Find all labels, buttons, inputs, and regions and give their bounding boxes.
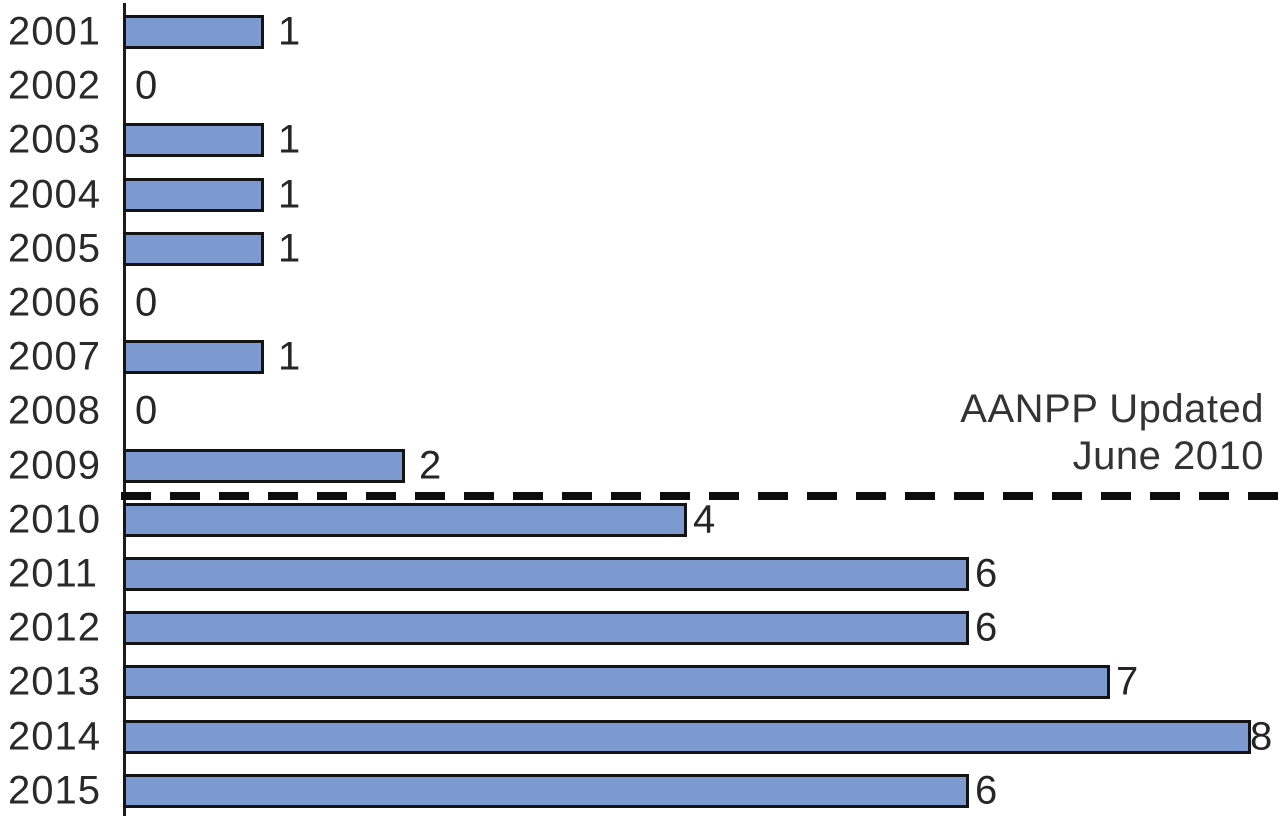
chart-row: 2002 0 <box>0 64 1280 108</box>
chart-row: 2003 1 <box>0 118 1280 162</box>
year-tick-label: 2004 <box>8 172 101 217</box>
aanpp-dashed-reference-line <box>121 492 1280 500</box>
year-tick-label: 2001 <box>8 9 101 54</box>
y-axis-line <box>123 3 126 816</box>
year-tick-label: 2008 <box>8 388 101 433</box>
year-tick-label: 2003 <box>8 117 101 162</box>
bar <box>123 502 687 537</box>
year-tick-label: 2009 <box>8 443 101 488</box>
chart-row: 2006 0 <box>0 281 1280 325</box>
chart-row: 2009 2 <box>0 443 1280 487</box>
chart-row: 2001 1 <box>0 10 1280 54</box>
chart-row: 2014 8 <box>0 714 1280 758</box>
chart-row: 2010 4 <box>0 497 1280 541</box>
year-tick-label: 2014 <box>8 714 101 759</box>
bar <box>123 719 1251 754</box>
chart-row: 2005 1 <box>0 226 1280 270</box>
value-label: 8 <box>1250 714 1273 759</box>
bar <box>123 665 1110 700</box>
year-tick-label: 2007 <box>8 334 101 379</box>
year-tick-label: 2002 <box>8 63 101 108</box>
value-label: 0 <box>135 63 158 108</box>
year-tick-label: 2015 <box>8 768 101 813</box>
value-label: 6 <box>975 768 998 813</box>
value-label: 0 <box>135 280 158 325</box>
bar <box>123 177 264 212</box>
value-label: 1 <box>278 117 301 162</box>
annotation-line-2: June 2010 <box>1072 434 1264 479</box>
chart-row: 2008 0 <box>0 389 1280 433</box>
year-tick-label: 2006 <box>8 280 101 325</box>
bar <box>123 611 969 646</box>
value-label: 0 <box>135 388 158 433</box>
value-label: 4 <box>693 497 716 542</box>
year-tick-label: 2013 <box>8 659 101 704</box>
chart-row: 2012 6 <box>0 606 1280 650</box>
chart-row: 2004 1 <box>0 172 1280 216</box>
year-tick-label: 2005 <box>8 226 101 271</box>
bar <box>123 448 405 483</box>
year-tick-label: 2010 <box>8 497 101 542</box>
value-label: 6 <box>975 551 998 596</box>
value-label: 1 <box>278 334 301 379</box>
bar <box>123 773 969 808</box>
value-label: 1 <box>278 9 301 54</box>
value-label: 6 <box>975 605 998 650</box>
chart-row: 2013 7 <box>0 660 1280 704</box>
year-tick-label: 2012 <box>8 605 101 650</box>
value-label: 1 <box>278 226 301 271</box>
annotation-line-1: AANPP Updated <box>960 387 1264 431</box>
bar <box>123 123 264 158</box>
bar <box>123 340 264 375</box>
value-label: 1 <box>278 172 301 217</box>
value-label: 2 <box>419 443 442 488</box>
chart-row: 2011 6 <box>0 552 1280 596</box>
chart-row: 2007 1 <box>0 335 1280 379</box>
value-label: 7 <box>1116 659 1139 704</box>
bar <box>123 15 264 49</box>
chart-row: 2015 6 <box>0 768 1280 812</box>
bar <box>123 231 264 266</box>
aanpp-annotation: AANPP Updated June 2010 <box>960 386 1264 480</box>
bar <box>123 557 969 591</box>
year-tick-label: 2011 <box>8 551 99 596</box>
